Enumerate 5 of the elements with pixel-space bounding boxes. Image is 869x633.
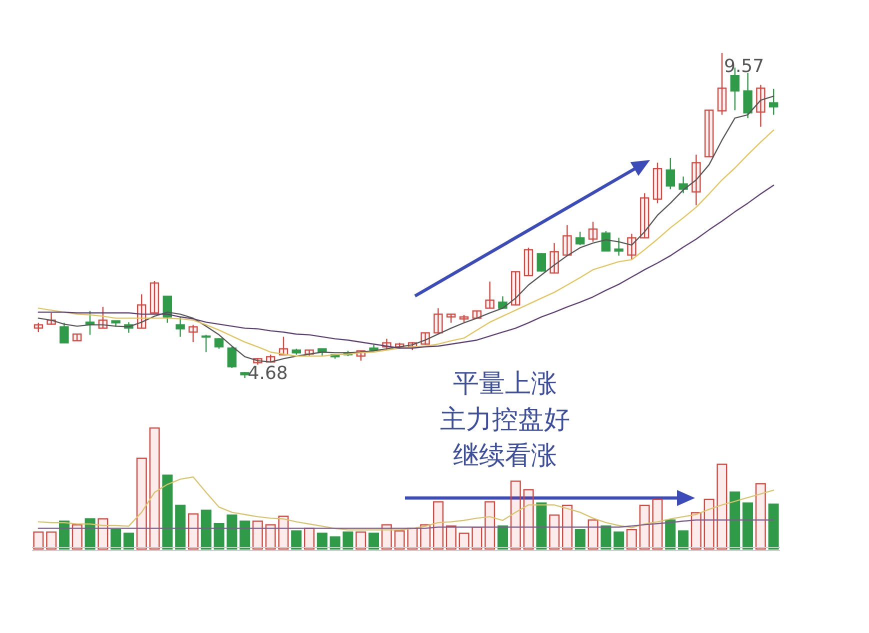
annotation: 9.57 bbox=[724, 56, 764, 77]
annotation: 主力控盘好 bbox=[440, 405, 570, 435]
annotation: 平量上涨 bbox=[453, 369, 557, 399]
annotation: 继续看涨 bbox=[453, 441, 557, 471]
annotation: 4.68 bbox=[248, 363, 288, 384]
